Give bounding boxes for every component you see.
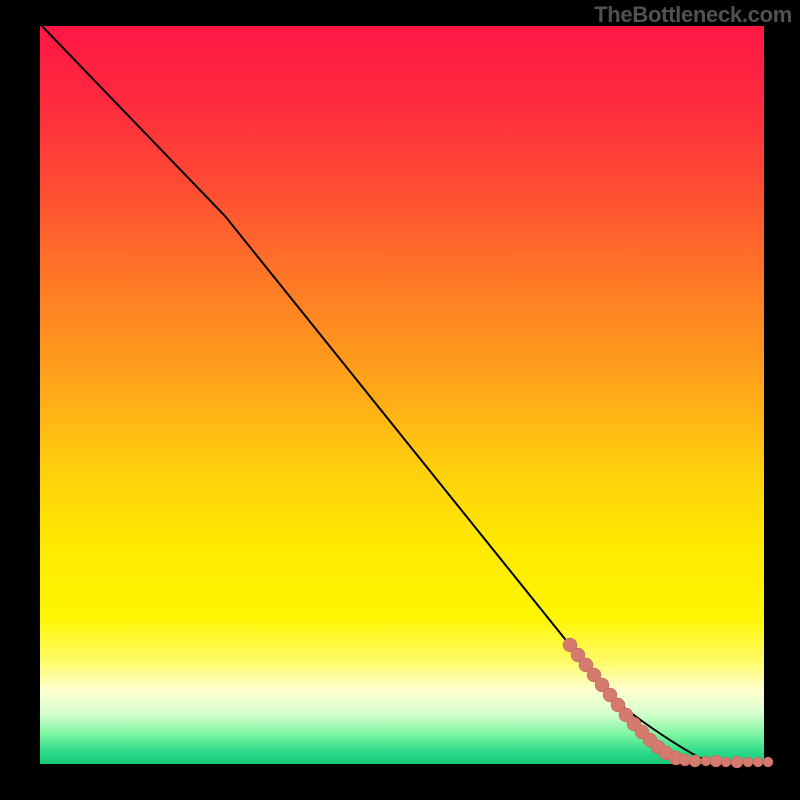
marker-point — [721, 757, 731, 767]
marker-point — [743, 757, 753, 767]
marker-point — [689, 755, 701, 767]
watermark-text: TheBottleneck.com — [594, 2, 792, 28]
marker-point — [763, 757, 773, 767]
chart-container: TheBottleneck.com — [0, 0, 800, 800]
marker-point — [710, 755, 722, 767]
marker-point — [701, 756, 711, 766]
marker-point — [753, 757, 763, 767]
marker-point — [731, 756, 743, 768]
chart-svg — [0, 0, 800, 800]
